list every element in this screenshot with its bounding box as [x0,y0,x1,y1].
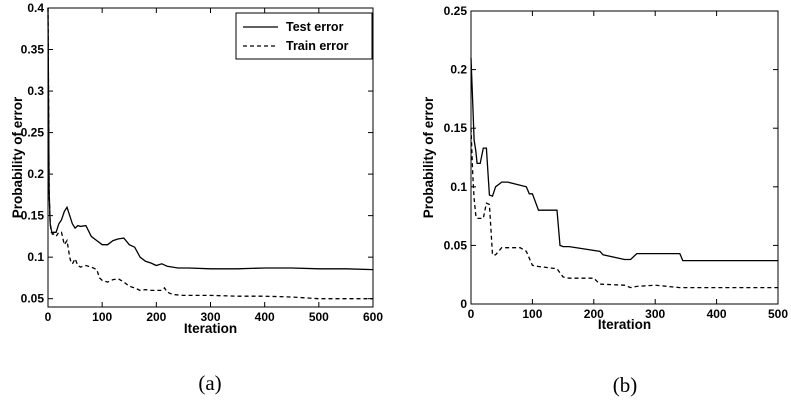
series-line-a-solid [47,7,374,271]
y-tick-label-b-5: 0.25 [444,4,468,18]
x-tick-label-a-200: 200 [146,310,166,324]
x-tick-label-b-300: 300 [645,307,665,321]
legend-label-a-1: Train error [286,39,349,53]
x-tick-label-b-0: 0 [468,307,475,321]
x-tick-label-b-400: 400 [707,307,727,321]
panel-caption-b: (b) [613,373,638,397]
y-tick-label-b-2: 0.1 [450,180,467,194]
y-tick-label-a-7: 0.4 [27,1,44,15]
y-tick-label-b-4: 0.2 [450,63,467,77]
legend-box-a [235,12,373,60]
panel-caption-a: (a) [198,371,221,395]
x-axis-label-b: Iteration [598,317,651,332]
series-line-a-dashed [47,7,373,300]
x-tick-label-b-100: 100 [522,307,542,321]
y-tick-label-b-1: 0.05 [444,238,468,252]
x-tick-label-a-0: 0 [45,310,52,324]
series-line-b-dashed [470,128,778,289]
x-tick-label-a-300: 300 [200,310,220,324]
legend-label-a-0: Test error [286,20,344,34]
chart-panel-b: 0 100 200 300 400 500 0 0.05 0.1 0.15 0.2 0.25 Itera… [421,4,788,397]
x-tick-label-a-400: 400 [255,310,275,324]
chart-panel-a: 0 100 200 300 400 500 600 0.05 0.1 0.15 0.2 0.25 0.3… [10,1,383,395]
x-tick-label-b-200: 200 [584,307,604,321]
y-tick-label-b-0: 0 [460,297,467,311]
y-axis-label-b: Probability of error [421,96,436,218]
y-tick-label-a-0: 0.05 [21,292,45,306]
x-tick-label-b-500: 500 [768,307,788,321]
legend-a: Test error Train error [235,12,373,60]
y-tick-label-a-6: 0.35 [21,43,45,57]
y-tick-label-a-4: 0.25 [21,126,45,140]
y-tick-label-b-3: 0.15 [444,121,468,135]
x-tick-label-a-500: 500 [309,310,329,324]
y-tick-label-a-5: 0.3 [27,84,44,98]
y-axis-label-a: Probability of error [10,96,25,218]
series-line-b-solid [470,57,778,262]
x-tick-label-a-100: 100 [92,310,112,324]
y-tick-label-a-3: 0.2 [27,167,44,181]
x-axis-label-a: Iteration [184,321,237,336]
y-tick-label-a-1: 0.1 [27,250,44,264]
plot-frame-b [470,10,779,305]
y-tick-label-a-2: 0.15 [21,209,45,223]
x-tick-label-a-600: 600 [363,310,383,324]
